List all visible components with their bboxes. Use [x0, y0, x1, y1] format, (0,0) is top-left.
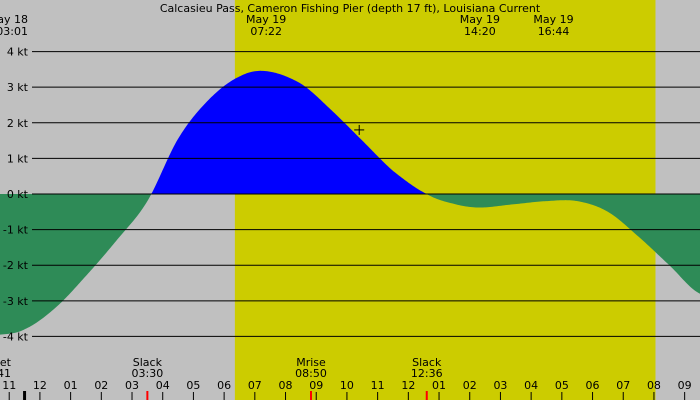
x-tick-label: 01	[64, 379, 78, 392]
y-tick-label: 3 kt	[7, 81, 29, 94]
y-gridlines	[32, 51, 700, 337]
bottom-event-label: 12:36	[411, 367, 443, 380]
bottom-event-label: Slack	[133, 356, 163, 369]
x-tick-label: 11	[2, 379, 16, 392]
current-area-layer	[0, 70, 700, 335]
x-tick-label: 03	[493, 379, 507, 392]
top-event-label: 14:20	[464, 25, 496, 38]
chart-title: Calcasieu Pass, Cameron Fishing Pier (de…	[160, 2, 541, 15]
event-markers	[23, 391, 428, 400]
x-tick-label: 05	[186, 379, 200, 392]
x-tick-label: 05	[555, 379, 569, 392]
x-tick-label: 02	[463, 379, 477, 392]
top-event-label: 07:22	[250, 25, 282, 38]
x-tick-label: 04	[156, 379, 170, 392]
bottom-event-label: 41	[0, 367, 11, 380]
bottom-event-label: 03:30	[132, 367, 164, 380]
x-tick-label: 02	[94, 379, 108, 392]
ebb-current-area	[0, 194, 700, 335]
y-tick-label: -2 kt	[3, 259, 29, 272]
x-tick-label: 09	[678, 379, 692, 392]
x-tick-label: 11	[371, 379, 385, 392]
top-event-label: 16:44	[538, 25, 570, 38]
bottom-event-label: 08:50	[295, 367, 327, 380]
x-tick-label: 09	[309, 379, 323, 392]
y-tick-label: 2 kt	[7, 117, 29, 130]
x-tick-label: 01	[432, 379, 446, 392]
x-tick-label: 08	[279, 379, 293, 392]
current-position-crosshair	[354, 124, 365, 135]
bottom-event-label: et	[0, 356, 12, 369]
x-tick-label: 12	[33, 379, 47, 392]
top-event-label: May 19	[246, 13, 286, 26]
x-tick-label: 07	[248, 379, 262, 392]
y-tick-labels: 4 kt 3 kt 2 kt 1 kt 0 kt -1 kt -2 kt -3 kt -4 kt	[3, 46, 29, 344]
x-tick-label: 06	[217, 379, 231, 392]
y-tick-label: 0 kt	[7, 188, 29, 201]
bottom-event-label: Slack	[412, 356, 442, 369]
x-tick-labels: 11 12 01 02 03 04 05 06 07 08 09 10 11 12 01 02 03 04 05 06…	[2, 379, 692, 400]
y-tick-label: -3 kt	[3, 295, 29, 308]
y-tick-label: -1 kt	[3, 224, 29, 237]
x-tick-label: 07	[616, 379, 630, 392]
y-tick-label: 4 kt	[7, 46, 29, 59]
y-tick-label: 1 kt	[7, 152, 29, 165]
flood-current-area	[0, 70, 700, 194]
top-event-label: May 19	[533, 13, 573, 26]
x-tick-label: 10	[340, 379, 354, 392]
x-tick-label: 08	[647, 379, 661, 392]
x-tick-label: 06	[586, 379, 600, 392]
y-tick-label: -4 kt	[3, 330, 29, 343]
x-tick-label: 04	[524, 379, 538, 392]
x-tick-label: 12	[401, 379, 415, 392]
top-event-label: May 19	[460, 13, 500, 26]
top-event-label: 03:01	[0, 25, 28, 38]
top-event-label: May 18	[0, 13, 28, 26]
x-tick-label: 03	[125, 379, 139, 392]
bottom-event-label: Mrise	[296, 356, 326, 369]
